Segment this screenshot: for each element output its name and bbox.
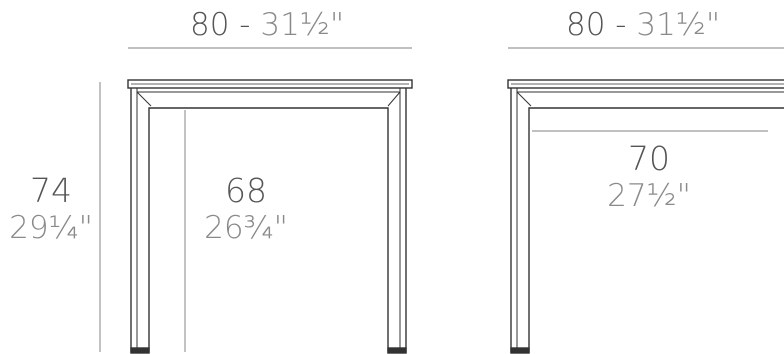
clearance-width-label: 70 27½": [594, 142, 704, 212]
front-tabletop: [127, 79, 413, 89]
clearance-height-label: 68 26¾": [196, 174, 296, 244]
side-frame-inner: [516, 88, 784, 352]
front-view: [99, 47, 413, 354]
front-width-cm: 80: [190, 7, 230, 43]
side-width-cm: 80: [566, 7, 606, 43]
side-view: [507, 47, 784, 354]
clearance-width-cm: 70: [628, 139, 670, 178]
front-width-label: 80 - 31½": [190, 10, 344, 41]
clearance-height-inches: 26¾": [204, 210, 288, 246]
overall-height-label: 74 29¼": [8, 174, 94, 244]
side-frame-outer: [510, 88, 784, 353]
overall-height-cm: 74: [30, 171, 72, 210]
front-width-inches: 31½": [260, 7, 345, 43]
front-leg-right-foot: [387, 347, 407, 354]
side-width-inches: 31½": [636, 7, 721, 43]
side-width-label: 80 - 31½": [566, 10, 720, 41]
side-tabletop: [507, 79, 784, 89]
front-frame-inner: [136, 88, 401, 352]
front-leg-left-foot: [130, 347, 150, 354]
clearance-width-inches: 27½": [607, 178, 691, 214]
clearance-height-cm: 68: [225, 171, 267, 210]
overall-height-inches: 29¼": [9, 210, 93, 246]
side-width-separator: -: [605, 7, 637, 43]
side-leg-left-foot: [510, 347, 530, 354]
front-width-separator: -: [229, 7, 261, 43]
